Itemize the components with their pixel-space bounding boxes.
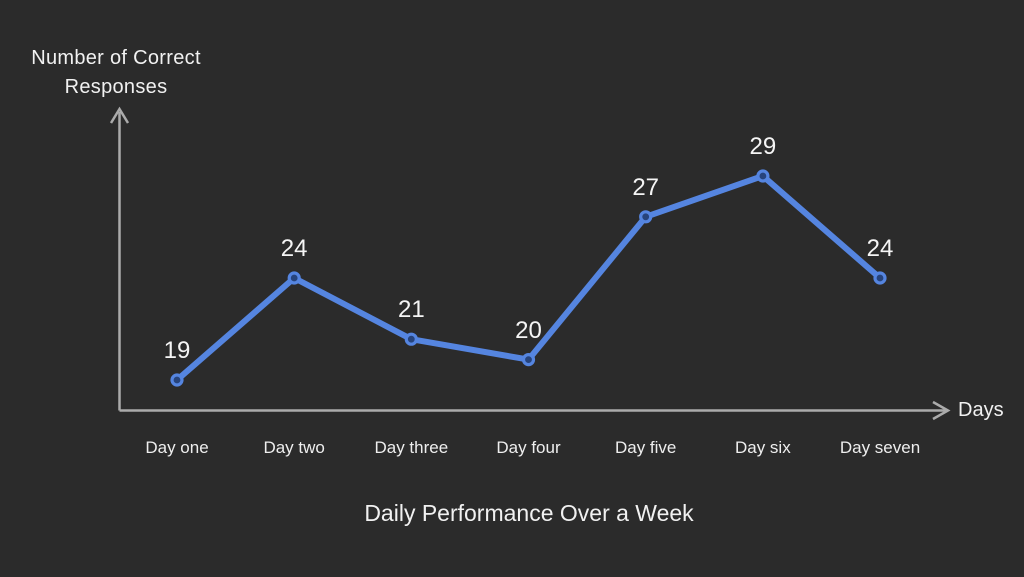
x-tick-label: Day three [374,438,449,457]
data-point-label: 27 [632,173,660,201]
data-point-marker [287,271,301,285]
x-tick-label: Day seven [839,438,921,457]
data-point-label: 20 [515,316,542,344]
y-axis [109,106,130,411]
data-point-markers [170,169,887,387]
data-point-label: 24 [280,235,308,262]
x-tick-label: Day six [734,438,791,457]
y-axis-title: Number of Correct Responses [0,44,232,102]
x-tick-label: Day two [263,438,325,457]
x-axis [119,400,951,421]
x-tick-label: Day five [614,438,677,457]
x-axis-title: Days [958,399,1004,421]
x-axis-arrow-icon [932,400,951,421]
data-point-label: 24 [866,235,894,262]
data-point-marker [404,332,418,346]
data-point-marker [170,373,184,387]
data-point-marker [639,210,653,224]
x-tick-label: Day one [145,438,209,457]
y-axis-title-line2: Responses [64,76,168,98]
data-point-label: 19 [163,337,191,364]
chart-title: Daily Performance Over a Week [364,500,694,526]
x-tick-label: Day four [496,438,561,457]
data-point-label: 29 [749,133,777,160]
data-point-marker [873,271,887,285]
y-axis-title-line1: Number of Correct [31,47,201,69]
data-point-label: 21 [397,296,425,324]
data-point-marker [521,353,536,367]
y-axis-arrow-icon [109,106,130,124]
data-point-marker [756,169,770,183]
data-line [174,173,883,383]
